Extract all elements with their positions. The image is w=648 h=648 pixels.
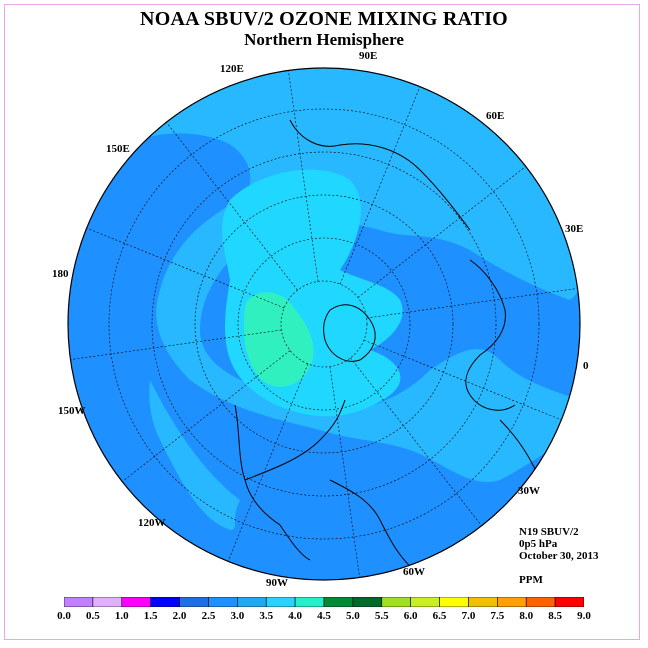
lon-label-60e: 60E <box>486 110 505 122</box>
colorbar-tick-label: 8.5 <box>548 610 562 622</box>
meridian-line <box>350 357 482 526</box>
map-title: NOAA SBUV/2 OZONE MIXING RATIO <box>140 8 508 30</box>
meridian-line <box>339 86 421 285</box>
lon-label-60w: 60W <box>403 566 425 578</box>
colorbar-tick-label: 3.5 <box>259 610 274 622</box>
meridian-line <box>86 227 285 309</box>
colorbar-tick-label: 2.5 <box>201 610 216 622</box>
plot-frame <box>4 4 640 640</box>
lon-label-180: 180 <box>52 268 69 280</box>
coastline-central-america <box>329 479 421 576</box>
coastline-europe <box>465 259 516 411</box>
colorbar-tick-label: 0.5 <box>86 610 100 622</box>
latitude-lines <box>108 108 540 540</box>
ozone-fill-3-0-north <box>99 68 580 482</box>
colorbar-swatch <box>352 597 383 607</box>
colorbar-tick-label: 5.0 <box>346 610 360 622</box>
meridian-line <box>288 70 319 282</box>
colorbar-swatch <box>237 597 267 607</box>
lon-label-30e: 30E <box>565 223 584 235</box>
coastline-greenland <box>323 304 376 362</box>
lon-label-90w: 90W <box>266 577 288 589</box>
colorbar-tick-label: 7.5 <box>490 610 505 622</box>
map-boundary <box>67 67 581 581</box>
colorbar-tick-label: 2.0 <box>172 610 187 622</box>
colorbar-tick-label: 1.0 <box>114 610 129 622</box>
ozone-fill-4-0 <box>244 292 314 387</box>
date-label: October 30, 2013 <box>519 550 599 562</box>
colorbar-tick-label: 5.5 <box>374 610 389 622</box>
lon-label-150w: 150W <box>58 405 86 417</box>
lon-label-120e: 120E <box>220 63 244 75</box>
colorbar-tick-label: 1.5 <box>143 610 158 622</box>
colorbar-swatch <box>150 597 180 607</box>
colorbar <box>64 597 584 607</box>
colorbar-tick-label: 4.5 <box>317 610 331 622</box>
map-subtitle: Northern Hemisphere <box>244 30 404 49</box>
colorbar-swatch <box>468 597 498 607</box>
level-label: 0p5 hPa <box>519 538 558 550</box>
lon-label-0: 0 <box>583 360 589 372</box>
meridian-line <box>329 366 360 578</box>
instrument-label: N19 SBUV/2 <box>519 526 579 538</box>
colorbar-swatch <box>410 597 440 607</box>
coastline-asia <box>289 119 471 231</box>
colorbar-swatch <box>265 597 296 607</box>
colorbar-swatch <box>121 597 151 607</box>
lon-label-150e: 150E <box>106 143 130 155</box>
meridian-line <box>357 166 526 298</box>
meridian-line <box>166 122 298 291</box>
meridian-line <box>366 288 578 319</box>
colorbar-tick-label: 0.0 <box>57 610 71 622</box>
colorbar-swatch <box>179 597 209 607</box>
colorbar-swatch <box>554 597 584 607</box>
units-label: PPM <box>519 574 543 586</box>
colorbar-swatch <box>381 597 411 607</box>
meridian-line <box>363 339 562 421</box>
lon-label-120w: 120W <box>138 517 166 529</box>
coastline-north-america <box>234 399 346 561</box>
lon-label-30w: 30W <box>518 485 540 497</box>
colorbar-swatch <box>294 597 325 607</box>
colorbar-tick-label: 6.5 <box>432 610 447 622</box>
lon-label-90e: 90E <box>359 50 378 62</box>
colorbar-tick-label: 6.0 <box>403 610 418 622</box>
meridian-line <box>70 329 282 360</box>
meridian-line <box>227 363 309 562</box>
colorbar-swatch <box>497 597 527 607</box>
colorbar-tick-label: 7.0 <box>461 610 476 622</box>
colorbar-swatch <box>92 597 123 607</box>
colorbar-swatch <box>208 597 238 607</box>
colorbar-swatch <box>439 597 469 607</box>
meridian-line <box>122 350 291 482</box>
colorbar-tick-label: 9.0 <box>577 610 591 622</box>
colorbar-swatch <box>64 597 94 607</box>
colorbar-tick-label: 4.0 <box>288 610 302 622</box>
meridian-lines <box>70 70 578 578</box>
colorbar-tick-label: 3.0 <box>230 610 245 622</box>
colorbar-tick-label: 8.0 <box>519 610 534 622</box>
coastlines <box>234 119 546 576</box>
ozone-fill-3-0-south <box>149 380 240 530</box>
colorbar-swatch <box>525 597 556 607</box>
colorbar-swatch <box>323 597 354 607</box>
